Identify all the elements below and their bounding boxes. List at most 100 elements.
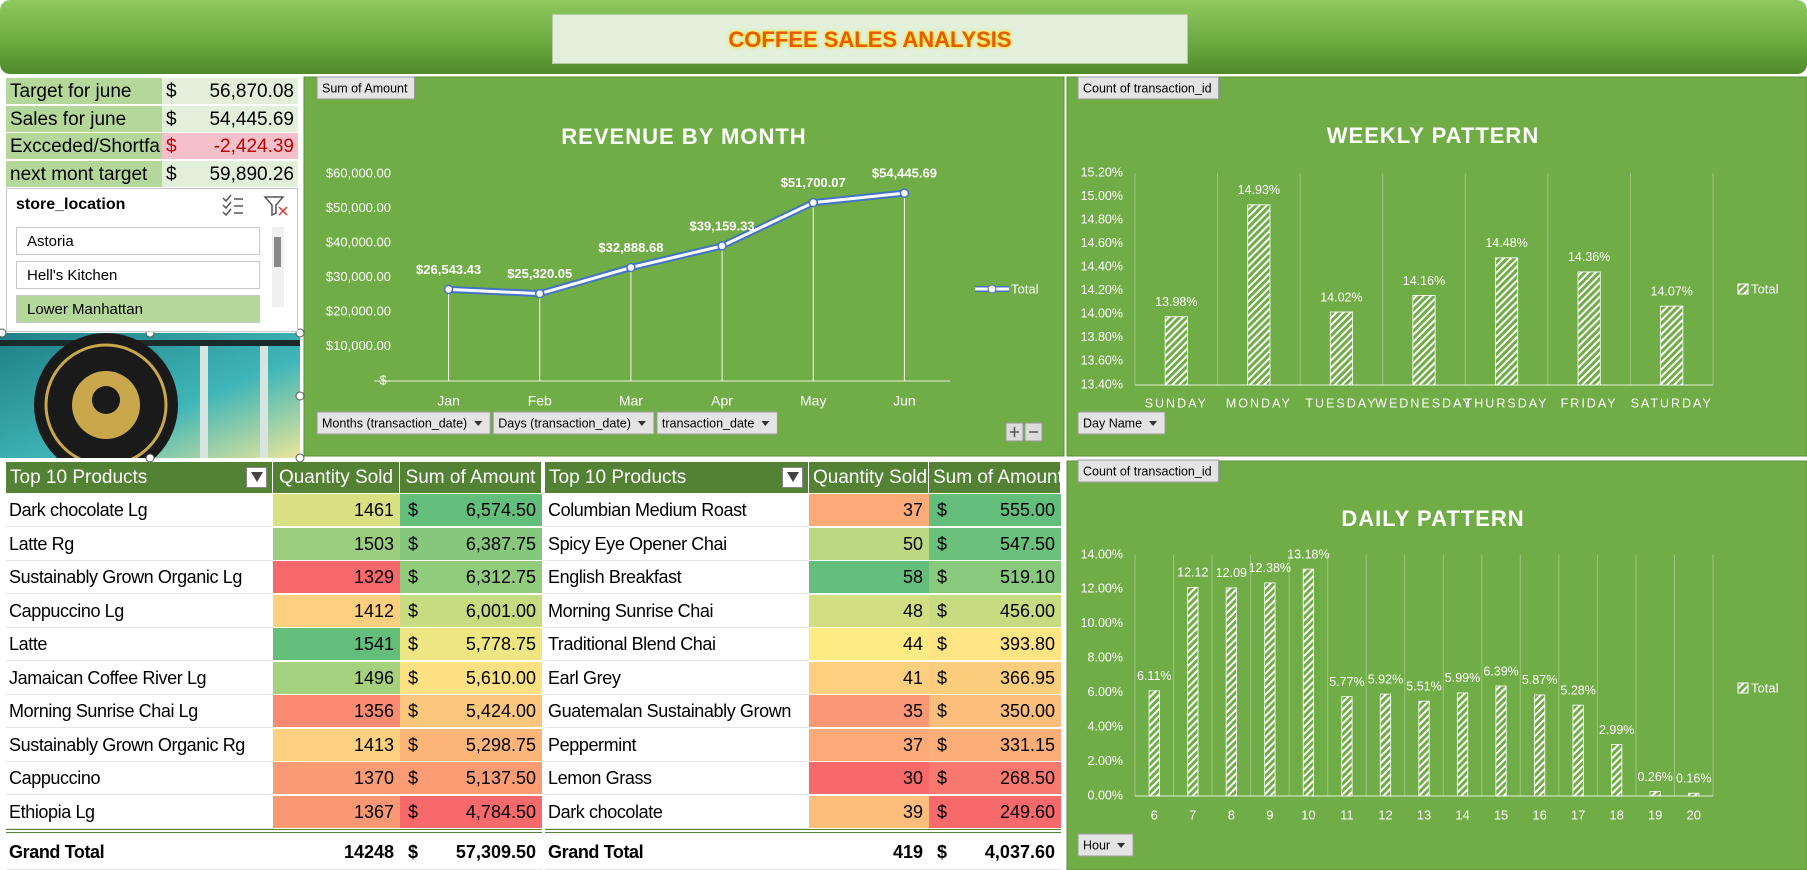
button-face [316, 411, 491, 435]
product-name: Cappuccino [6, 762, 273, 795]
button-label: transaction_date [662, 416, 754, 430]
table-header: Sum of Amount [929, 462, 1061, 493]
field-button[interactable]: Days (transaction_date) [492, 411, 655, 435]
product-name: Ethiopia Lg [6, 795, 273, 829]
amount-cell: $268.50 [929, 762, 1061, 795]
bar [1456, 692, 1469, 797]
amount: 547.50 [999, 533, 1055, 554]
slicer-item[interactable]: Astoria [16, 227, 260, 255]
value-button[interactable]: Sum of Amount [316, 76, 415, 100]
data-label: 14.93% [1238, 183, 1280, 197]
line-marker [717, 241, 727, 251]
line-marker [443, 284, 454, 295]
field-button[interactable]: Hour [1077, 833, 1134, 857]
amount-cell: $5,424.00 [400, 695, 542, 728]
field-button[interactable]: Months (transaction_date) [316, 411, 491, 435]
data-label: 6.11% [1137, 669, 1172, 683]
y-tick-label: 13.80% [1081, 330, 1123, 344]
button-label: Hour [1083, 838, 1110, 852]
amount: 519.10 [999, 567, 1055, 587]
y-tick-label: 10.00% [1081, 616, 1123, 630]
kpi-currency: $ [162, 105, 197, 133]
total-currency: $ [408, 842, 419, 862]
data-label: 12.12 [1177, 566, 1208, 580]
currency: $ [408, 634, 419, 654]
quantity: 1503 [273, 527, 400, 561]
total-amount: 57,309.50 [455, 842, 536, 862]
quantity: 44 [809, 628, 929, 661]
slicer-icons[interactable] [221, 193, 298, 217]
x-tick-label: WEDNESDAY [1375, 396, 1473, 410]
product-name: Earl Grey [545, 661, 809, 695]
x-tick-label: SUNDAY [1145, 396, 1208, 410]
bar [1572, 704, 1584, 797]
dashboard-title: COFFEE SALES ANALYSIS [552, 14, 1188, 64]
currency: $ [937, 801, 948, 822]
x-tick-label: Jan [437, 393, 460, 409]
slicer-scroll-thumb [274, 237, 281, 267]
total-label: Grand Total [6, 834, 273, 870]
amount-cell: $4,037.60 [929, 834, 1061, 870]
slicer-item[interactable]: Lower Manhattan [16, 295, 260, 323]
filter-funnel [787, 472, 799, 482]
amount-cell: $393.80 [929, 628, 1061, 661]
field-button[interactable]: transaction_date [656, 411, 778, 435]
data-label: $39,159.33 [690, 218, 755, 233]
value-button[interactable]: Count of transaction_id [1077, 459, 1220, 483]
y-tick-label: 0.00% [1088, 788, 1123, 802]
product-name: Peppermint [545, 728, 809, 762]
total-rule [545, 829, 1061, 833]
data-label: 6.39% [1483, 664, 1518, 678]
bar [1341, 696, 1353, 797]
amount-cell: $6,001.00 [400, 594, 542, 628]
product-name: Spicy Eye Opener Chai [545, 527, 809, 561]
x-tick-label: 9 [1266, 807, 1273, 822]
x-tick-label: Feb [528, 393, 552, 409]
field-button[interactable]: Day Name [1077, 411, 1166, 435]
data-label: 5.77% [1329, 675, 1364, 689]
table-header: Quantity Sold [273, 462, 400, 493]
y-tick-label: 12.00% [1081, 582, 1123, 596]
x-tick-label: 12 [1378, 807, 1392, 822]
data-label: 5.92% [1368, 672, 1403, 686]
bar [1649, 791, 1661, 797]
bar [1329, 311, 1353, 386]
button-label: Days (transaction_date) [498, 416, 631, 430]
dropdown-arrow [637, 421, 646, 426]
kpi-currency: $ [162, 133, 197, 160]
currency: $ [408, 567, 419, 587]
legend-label: Total [1751, 281, 1779, 296]
data-label: 14.02% [1320, 290, 1362, 304]
product-name: Dark chocolate Lg [6, 494, 273, 527]
slicer-item[interactable]: Hell's Kitchen [16, 261, 260, 289]
x-tick-label: 16 [1532, 807, 1546, 822]
amount-cell: $366.95 [929, 661, 1061, 695]
quantity: 1496 [273, 661, 400, 695]
zoom-buttons[interactable] [1005, 422, 1043, 442]
currency: $ [408, 600, 419, 621]
product-name: Morning Sunrise Chai Lg [6, 695, 273, 728]
filter-funnel [251, 472, 263, 482]
amount-cell: $6,574.50 [400, 494, 542, 527]
bar [1611, 744, 1623, 797]
slicer: store_location Astoria Hell's Kitchen Lower… [6, 188, 298, 332]
line-marker [626, 262, 636, 273]
quantity: 48 [809, 594, 929, 628]
data-label: 13.98% [1155, 295, 1197, 309]
quantity: 1461 [273, 494, 400, 527]
value-button[interactable]: Count of transaction_id [1077, 76, 1220, 100]
data-label: 2.99% [1599, 723, 1634, 737]
amount: 5,298.75 [465, 734, 536, 755]
quantity: 35 [809, 695, 929, 728]
kpi-value: -2,424.39 [197, 133, 298, 160]
x-tick-label: FRIDAY [1561, 396, 1618, 410]
button-label: Day Name [1083, 416, 1142, 430]
amount: 268.50 [999, 768, 1055, 788]
bar [1302, 568, 1315, 797]
data-label: $54,445.69 [872, 166, 937, 181]
amount: 366.95 [999, 667, 1055, 688]
data-label: 5.28% [1560, 683, 1595, 697]
button-face [316, 76, 415, 100]
legend-swatch [1737, 283, 1749, 295]
y-tick-label: $20,000.00 [326, 303, 391, 318]
